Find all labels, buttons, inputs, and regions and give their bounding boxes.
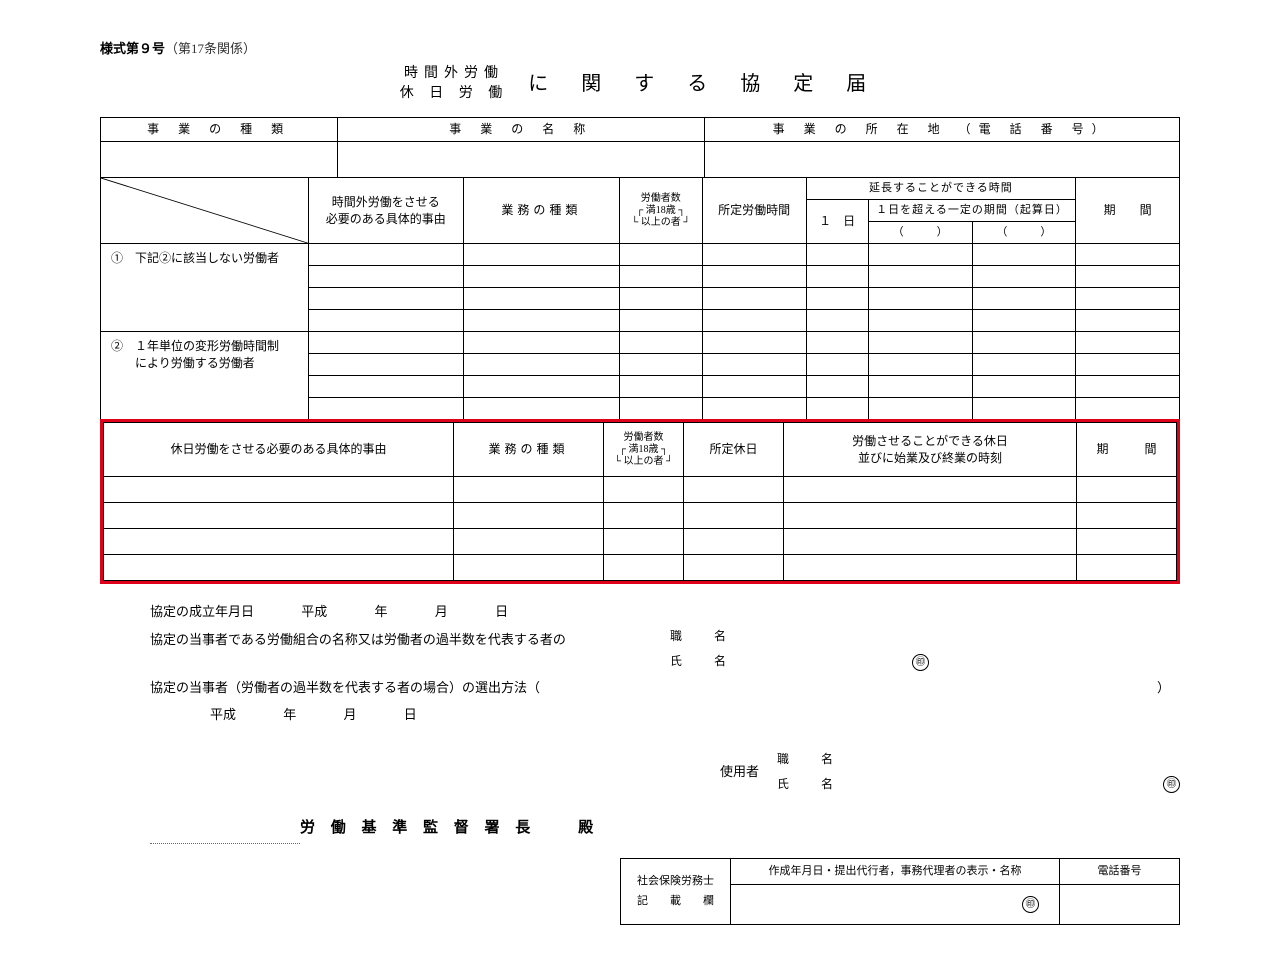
- form-number: 様式第９号（第17条関係）: [100, 40, 1180, 58]
- overtime-table: 時間外労働をさせる 必要のある具体的事由 業務の種類 労働者数 ┌ 満18歳 ┐…: [100, 177, 1180, 420]
- employer-signature: 使用者 職 名 氏 名 ㊞: [150, 747, 1180, 797]
- holiday-work-table: 休日労働をさせる必要のある具体的事由 業務の種類 労働者数 ┌ 満18歳 ┐ └…: [103, 422, 1177, 581]
- sharoushi-table: 社会保険労務士 記 載 欄 作成年月日・提出代行者，事務代理者の表示・名称 電話…: [620, 858, 1180, 925]
- addressee: 労 働 基 準 監 督 署 長 殿: [300, 820, 599, 836]
- seal-icon: ㊞: [912, 654, 929, 671]
- seal-icon: ㊞: [1163, 776, 1180, 793]
- title: 時間外労働 休 日 労 働 に 関 す る 協 定 届: [100, 64, 1180, 103]
- business-id-table: 事 業 の 種 類 事 業 の 名 称 事 業 の 所 在 地 （電 話 番 号…: [100, 117, 1180, 178]
- holiday-work-section-highlighted: 休日労働をさせる必要のある具体的事由 業務の種類 労働者数 ┌ 満18歳 ┐ └…: [100, 419, 1180, 584]
- agreement-details: 協定の成立年月日 平成 年 月 日 協定の当事者である労働組合の名称又は労働者の…: [150, 598, 1180, 844]
